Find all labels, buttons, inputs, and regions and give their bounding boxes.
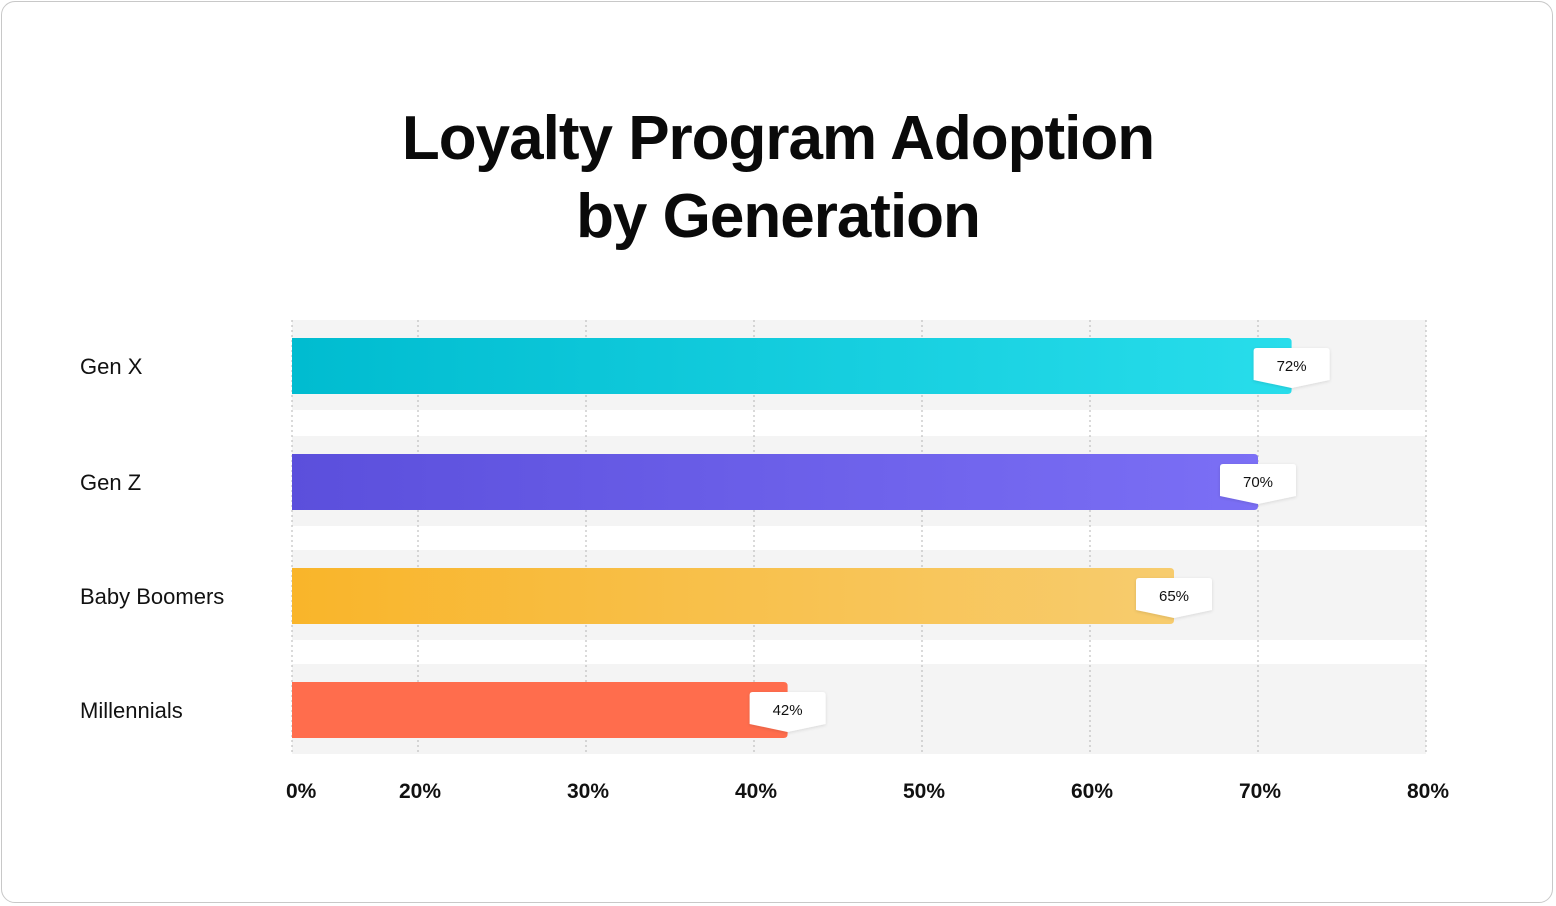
chart-title-line-2: by Generation <box>576 182 981 251</box>
x-tick-label: 40% <box>735 780 777 803</box>
chart-title-line-1: Loyalty Program Adoption <box>401 104 1155 173</box>
chart-title: Loyalty Program Adoption by Generation <box>0 100 1556 256</box>
x-tick-label: 0% <box>286 780 317 803</box>
category-label: Gen Z <box>80 470 141 495</box>
data-label-tag <box>749 692 826 732</box>
bar-gen-x <box>292 338 1292 394</box>
data-label-tag <box>1253 348 1330 388</box>
data-label: 70% <box>1243 474 1273 491</box>
x-tick-label: 80% <box>1407 780 1449 803</box>
data-label: 42% <box>773 702 803 719</box>
data-label: 72% <box>1277 358 1307 375</box>
data-label-tag <box>1220 464 1296 504</box>
x-tick-label: 60% <box>1071 780 1113 803</box>
x-tick-label: 70% <box>1239 780 1281 803</box>
x-tick-label: 50% <box>903 780 945 803</box>
data-label-tag <box>1136 578 1212 618</box>
x-tick-label: 20% <box>399 780 441 803</box>
bar-millennials <box>292 682 788 738</box>
category-label: Gen X <box>80 354 143 379</box>
category-label: Baby Boomers <box>80 584 224 609</box>
x-tick-label: 30% <box>567 780 609 803</box>
data-label: 65% <box>1159 588 1189 605</box>
bar-gen-z <box>292 454 1258 510</box>
bar-baby-boomers <box>292 568 1174 624</box>
category-label: Millennials <box>80 698 183 723</box>
